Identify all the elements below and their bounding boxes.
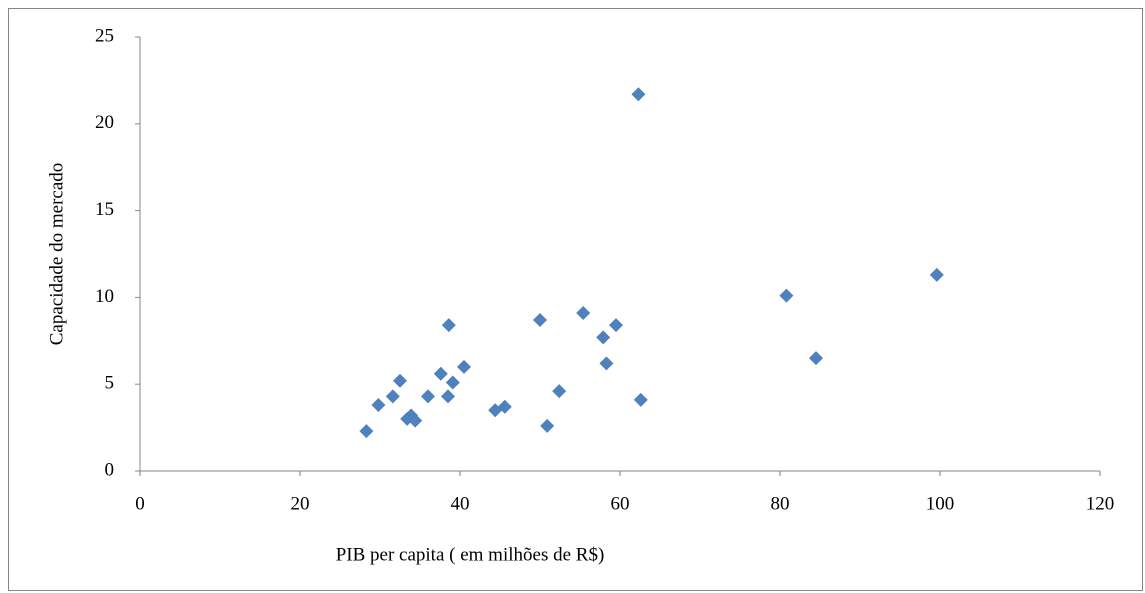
- y-tick-label: 15: [95, 199, 114, 220]
- chart-frame: [8, 8, 1143, 591]
- point: [408, 413, 423, 428]
- point: [445, 375, 460, 390]
- x-tick-label: 100: [926, 493, 955, 514]
- x-tick-label: 60: [611, 493, 630, 514]
- point: [609, 318, 623, 333]
- x-tick-label: 80: [771, 493, 790, 514]
- point: [809, 351, 823, 366]
- point: [433, 366, 448, 381]
- y-tick-label: 0: [105, 459, 115, 480]
- x-tick-label: 120: [1086, 493, 1115, 514]
- point: [533, 312, 547, 327]
- point: [421, 389, 435, 404]
- point: [457, 359, 471, 374]
- y-axis-label: Capacidade do mercado: [46, 163, 67, 346]
- point: [441, 389, 455, 404]
- y-tick-label: 20: [95, 112, 114, 133]
- x-tick-label: 0: [135, 493, 145, 514]
- point: [441, 318, 456, 333]
- point: [371, 398, 386, 413]
- point: [540, 418, 555, 433]
- x-axis-label: PIB per capita ( em milhões de R$): [336, 544, 605, 565]
- y-tick-label: 25: [95, 25, 114, 46]
- point: [596, 330, 611, 345]
- point: [633, 392, 648, 407]
- y-tick-label: 5: [105, 373, 115, 394]
- point: [631, 87, 646, 102]
- point: [779, 288, 794, 303]
- point: [929, 267, 944, 282]
- point: [359, 424, 374, 439]
- point: [599, 356, 614, 371]
- x-tick-label: 20: [291, 493, 310, 514]
- x-tick-label: 40: [451, 493, 470, 514]
- point: [393, 373, 407, 388]
- point: [576, 306, 591, 321]
- y-tick-label: 10: [95, 286, 114, 307]
- point: [497, 399, 512, 414]
- point: [552, 384, 567, 399]
- point: [385, 389, 400, 404]
